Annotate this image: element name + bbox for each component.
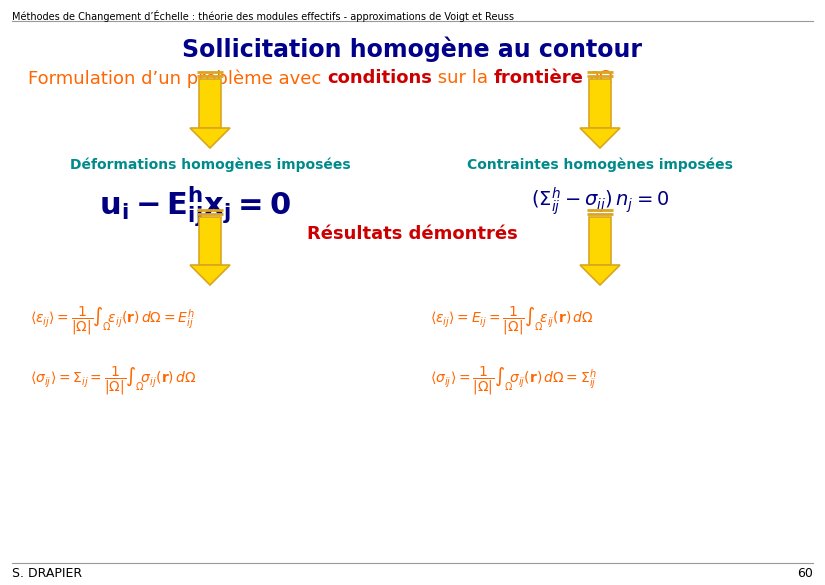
Text: Résultats démontrés: Résultats démontrés bbox=[307, 225, 517, 243]
Text: $\langle\varepsilon_{ij}\rangle = \dfrac{1}{|\Omega|}\int_\Omega\!\varepsilon_{i: $\langle\varepsilon_{ij}\rangle = \dfrac… bbox=[30, 305, 195, 338]
Bar bbox=[199, 217, 221, 265]
Text: frontière: frontière bbox=[493, 69, 583, 87]
Bar bbox=[199, 79, 221, 128]
Text: conditions: conditions bbox=[327, 69, 431, 87]
Text: 60: 60 bbox=[797, 567, 813, 580]
Text: sur la: sur la bbox=[431, 69, 493, 87]
Text: Méthodes de Changement d’Échelle : théorie des modules effectifs - approximation: Méthodes de Changement d’Échelle : théor… bbox=[12, 10, 514, 22]
Text: $\langle\sigma_{ij}\rangle = \dfrac{1}{|\Omega|}\int_\Omega\!\sigma_{ij}(\mathbf: $\langle\sigma_{ij}\rangle = \dfrac{1}{|… bbox=[430, 365, 596, 397]
Text: S. DRAPIER: S. DRAPIER bbox=[12, 567, 82, 580]
Polygon shape bbox=[580, 128, 620, 148]
Polygon shape bbox=[190, 128, 230, 148]
Text: Formulation d’un problème avec: Formulation d’un problème avec bbox=[28, 69, 327, 88]
Bar bbox=[589, 217, 611, 265]
Text: $\langle\sigma_{ij}\rangle = \Sigma_{ij} = \dfrac{1}{|\Omega|}\int_\Omega\!\sigm: $\langle\sigma_{ij}\rangle = \Sigma_{ij}… bbox=[30, 365, 196, 397]
Text: $\langle\varepsilon_{ij}\rangle = E_{ij} = \dfrac{1}{|\Omega|}\int_\Omega\!\vare: $\langle\varepsilon_{ij}\rangle = E_{ij}… bbox=[430, 305, 594, 338]
Text: $\mathbf{u_i - E^h_{ij}x_j = 0}$: $\mathbf{u_i - E^h_{ij}x_j = 0}$ bbox=[99, 185, 291, 229]
Text: Contraintes homogènes imposées: Contraintes homogènes imposées bbox=[467, 157, 733, 171]
Text: ∂Ω: ∂Ω bbox=[583, 69, 612, 87]
Text: $(\Sigma^h_{ij} - \sigma_{ij})\,n_j{=}0$: $(\Sigma^h_{ij} - \sigma_{ij})\,n_j{=}0$ bbox=[531, 185, 669, 217]
Bar bbox=[589, 79, 611, 128]
Polygon shape bbox=[580, 265, 620, 285]
Text: Déformations homogènes imposées: Déformations homogènes imposées bbox=[69, 157, 351, 171]
Polygon shape bbox=[190, 265, 230, 285]
Text: Sollicitation homogène au contour: Sollicitation homogène au contour bbox=[182, 37, 642, 63]
